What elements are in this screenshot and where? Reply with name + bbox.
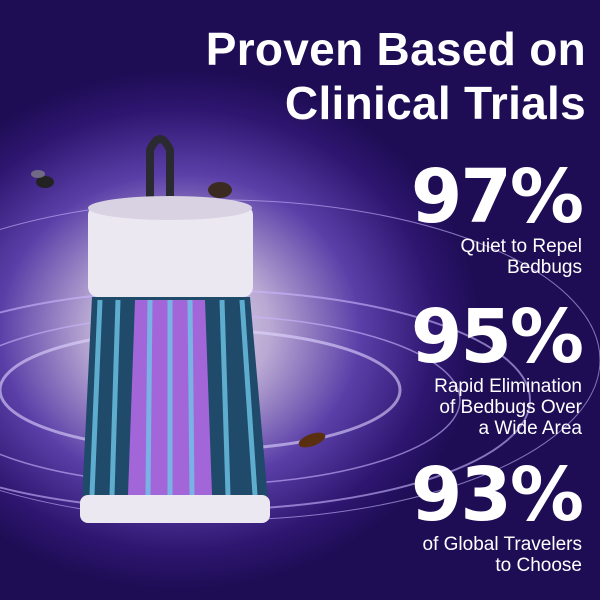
stat-desc-line: to Choose	[495, 555, 582, 576]
stat-quiet: 97% Quiet to Repel Bedbugs	[410, 154, 584, 278]
stat-desc-line: Rapid Elimination	[434, 376, 582, 397]
stat-value: 95%	[410, 294, 584, 380]
stat-desc: of Global Travelers to Choose	[411, 534, 582, 576]
mosquito-lamp	[80, 135, 270, 523]
bedbug-icon	[208, 182, 232, 198]
cockroach-icon	[298, 432, 326, 448]
stat-desc-line: Bedbugs	[506, 257, 582, 278]
stat-desc-line: of Global Travelers	[422, 534, 582, 555]
lamp-cap	[88, 205, 253, 297]
lamp-base	[80, 495, 270, 523]
headline: Proven Based on Clinical Trials	[206, 22, 586, 130]
stat-desc-line: a Wide Area	[478, 418, 583, 439]
stat-desc: Quiet to Repel Bedbugs	[411, 236, 582, 278]
stat-value: 93%	[410, 452, 584, 538]
stat-desc-line: of Bedbugs Over	[439, 397, 582, 418]
headline-line: Clinical Trials	[284, 77, 586, 129]
stat-desc-line: Quiet to Repel	[460, 236, 582, 257]
headline-line: Proven Based on	[205, 23, 586, 75]
hanging-strap	[146, 135, 174, 215]
fly-icon	[31, 170, 54, 188]
stat-travelers: 93% of Global Travelers to Choose	[410, 452, 584, 576]
stat-desc: Rapid Elimination of Bedbugs Over a Wide…	[411, 376, 582, 439]
stat-elimination: 95% Rapid Elimination of Bedbugs Over a …	[410, 294, 584, 439]
stat-value: 97%	[410, 154, 584, 240]
